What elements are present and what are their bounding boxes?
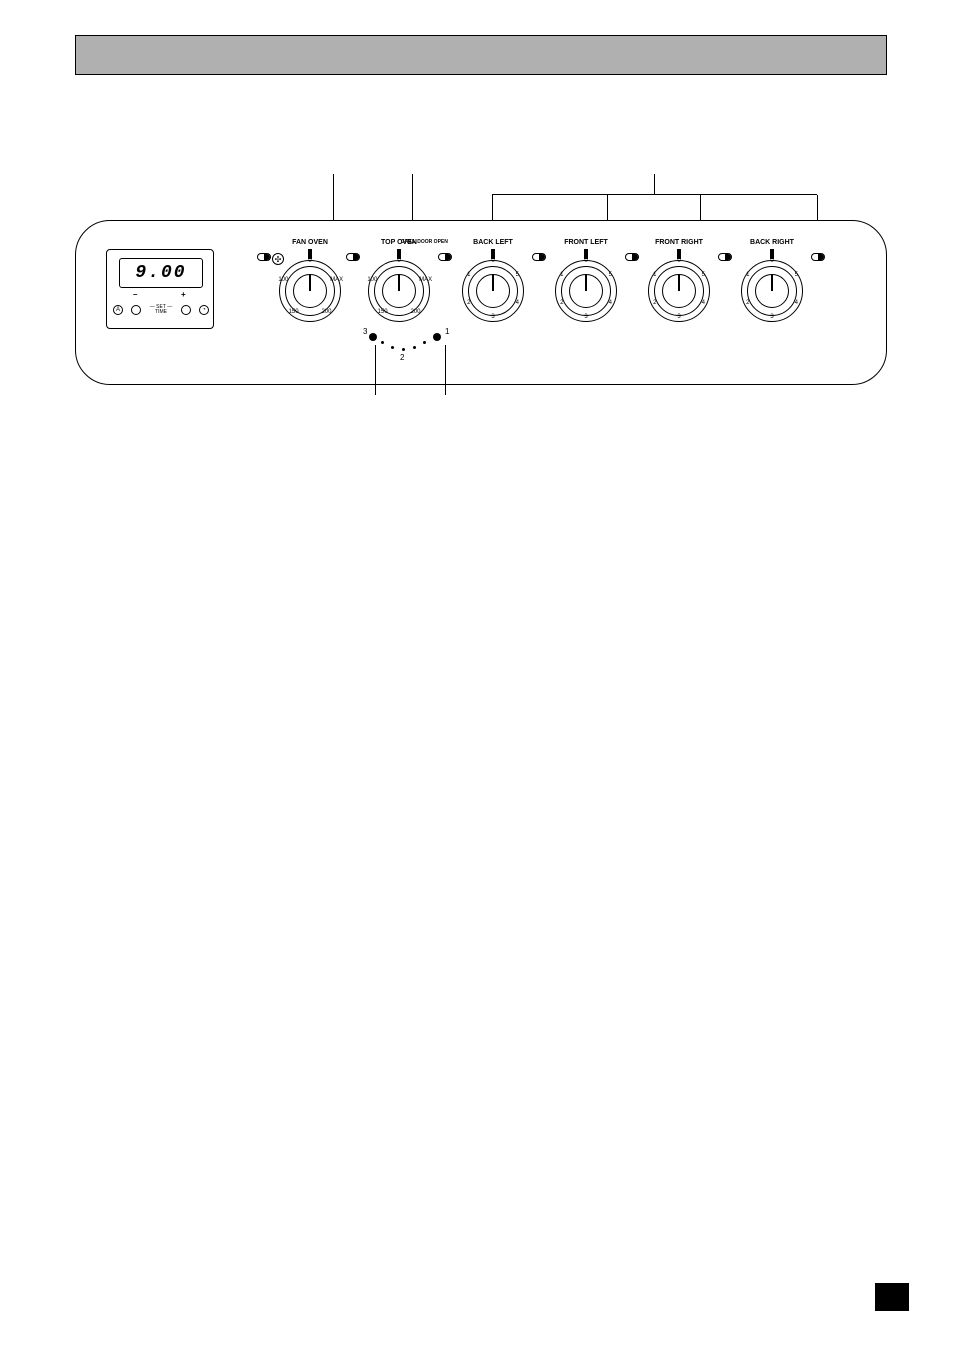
dial-mark: 0 — [671, 258, 687, 264]
set-time-label: — SET —TIME — [150, 305, 172, 315]
knob-pointer — [492, 274, 494, 291]
dial-mark: 5 — [602, 272, 618, 278]
grill-setting-arc: 3 2 1 — [369, 329, 445, 359]
dial-mark: 1 — [647, 272, 663, 278]
knob-label: BACK RIGHT — [722, 239, 822, 246]
minus-symbol: – — [133, 290, 137, 299]
page-number-box — [875, 1283, 909, 1311]
dial-mark: 2 — [647, 300, 663, 306]
timer-module: 9.00 A — SET —TIME ◔ – + — [106, 249, 214, 329]
dial-mark: 100 — [275, 277, 291, 283]
dial-mark: 150 — [286, 309, 302, 315]
dial-mark: 0 — [764, 258, 780, 264]
dial-mark: 3 — [578, 314, 594, 320]
indicator-lamp — [438, 253, 452, 261]
plus-symbol: + — [181, 290, 186, 299]
indicator-lamp — [532, 253, 546, 261]
timer-display-text: 9.00 — [135, 263, 186, 283]
section-title-bar — [75, 35, 887, 75]
dial-mark: 3 — [485, 314, 501, 320]
indicator-lamp — [257, 253, 271, 261]
knob-pointer — [771, 274, 773, 291]
dial-mark: 2 — [740, 300, 756, 306]
dial-mark: 0 — [485, 258, 501, 264]
knob-label: FRONT LEFT — [536, 239, 636, 246]
dial-mark: 4 — [509, 300, 525, 306]
control-panel-diagram: 9.00 A — SET —TIME ◔ – + ✣ FAN OVEN 0 MAX 2… — [75, 180, 887, 430]
dial-mark: 4 — [602, 300, 618, 306]
timer-display: 9.00 — [119, 258, 203, 288]
callout-leader-grill-left — [375, 345, 376, 395]
knob-label: FRONT RIGHT — [629, 239, 729, 246]
callout-bracket-hob-controls — [492, 194, 817, 195]
grill-arc-dot — [423, 341, 426, 344]
knob-pointer — [309, 274, 311, 291]
dial-mark: 150 — [375, 309, 391, 315]
grill-arc-dot — [402, 348, 405, 351]
callout-leader-grill-right — [445, 345, 446, 395]
grill-arc-dot-right — [433, 333, 441, 341]
knob-pointer — [398, 274, 400, 291]
dial-mark: 0 — [578, 258, 594, 264]
dial-mark: 1 — [461, 272, 477, 278]
indicator-lamp — [346, 253, 360, 261]
grill-number-3: 3 — [363, 327, 367, 336]
grill-arc-dot — [381, 341, 384, 344]
callout-leader-hob-controls — [654, 174, 655, 194]
dial-mark: 3 — [671, 314, 687, 320]
dial-mark: 5 — [788, 272, 804, 278]
dial-mark: 100 — [364, 277, 380, 283]
indicator-lamp — [811, 253, 825, 261]
indicator-lamp — [625, 253, 639, 261]
knob-pointer — [585, 274, 587, 291]
knob-pointer — [678, 274, 680, 291]
dial-mark: 200 — [318, 309, 334, 315]
dial-mark: 0 — [391, 258, 407, 264]
dial-mark: 5 — [695, 272, 711, 278]
grill-number-1: 1 — [445, 327, 449, 336]
minus-button[interactable] — [131, 305, 141, 315]
grill-arc-dot-left — [369, 333, 377, 341]
dial-mark: 2 — [554, 300, 570, 306]
control-panel-outline: 9.00 A — SET —TIME ◔ – + ✣ FAN OVEN 0 MAX 2… — [75, 220, 887, 385]
grill-number-2: 2 — [400, 353, 404, 362]
dial-mark: 5 — [509, 272, 525, 278]
plus-button[interactable] — [181, 305, 191, 315]
knob-label: FAN OVEN — [260, 239, 360, 246]
auto-icon: A — [113, 305, 123, 315]
dial-mark: 1 — [740, 272, 756, 278]
clock-icon: ◔ — [199, 305, 209, 315]
dial-mark: 1 — [554, 272, 570, 278]
knob-label: BACK LEFT — [443, 239, 543, 246]
dial-mark: MAX — [329, 277, 345, 283]
dial-mark: MAX — [418, 277, 434, 283]
timer-button-row: A — SET —TIME ◔ — [113, 298, 209, 322]
grill-arc-dot — [413, 346, 416, 349]
dial-mark: 3 — [764, 314, 780, 320]
dial-mark: 2 — [461, 300, 477, 306]
fan-oven-icon: ✣ — [272, 253, 284, 265]
dial-mark: 200 — [407, 309, 423, 315]
dial-mark: 0 — [302, 258, 318, 264]
grill-arc-dot — [391, 346, 394, 349]
dial-mark: 4 — [695, 300, 711, 306]
indicator-lamp — [718, 253, 732, 261]
dial-mark: 4 — [788, 300, 804, 306]
